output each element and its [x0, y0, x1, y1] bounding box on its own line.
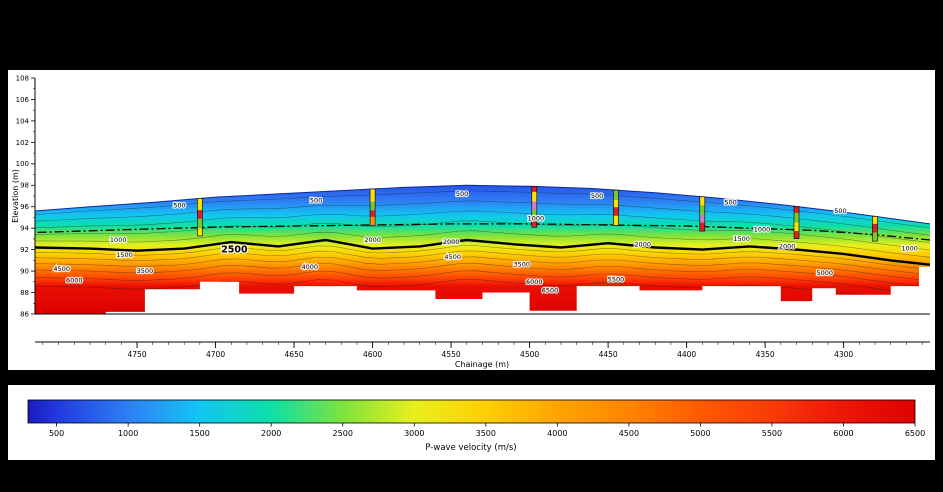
colorbar-tick-label: 5500 [762, 429, 782, 438]
y-axis: 86 88 90 92 94 96 98 100 102 104 106 108 [16, 74, 930, 318]
x-tick-label: 4500 [520, 350, 539, 359]
x-tick-label: 4650 [285, 350, 304, 359]
contour-label: 2500 [221, 245, 248, 256]
water-table-line [34, 223, 931, 241]
contour-label: 1000 [901, 245, 918, 253]
colorbar-tick-label: 4000 [547, 429, 567, 438]
borehole-log [793, 206, 800, 240]
velocity-section [35, 185, 930, 314]
colorbar-tick-label: 500 [49, 429, 64, 438]
borehole-log [699, 196, 706, 232]
contour-label: 2000 [443, 238, 460, 246]
colorbar-panel: P-wave velocity (m/s) 500 1000 1500 2000 250… [8, 385, 935, 460]
contour-label: 6000 [526, 278, 543, 286]
y-tick-label: 108 [16, 74, 29, 82]
colorbar-tick-label: 2500 [333, 429, 353, 438]
contour-label: 5500 [608, 276, 625, 284]
contour-labels: 500 500 500 500 500 500 1000 1000 1000 1000 1500 15… [52, 189, 919, 296]
ground-surface-line [34, 184, 931, 225]
contour-label: 3500 [514, 261, 531, 269]
colorbar-title: P-wave velocity (m/s) [425, 443, 516, 453]
colorbar-tick-label: 6500 [905, 429, 925, 438]
y-tick-label: 92 [20, 246, 29, 254]
contour-label: 500 [173, 202, 185, 210]
contour-label: 1500 [733, 235, 750, 243]
x-axis-title: Chainage (m) [455, 360, 509, 369]
contour-label: 500 [834, 207, 846, 215]
y-tick-label: 102 [16, 139, 29, 147]
colorbar-tick-label: 3500 [476, 429, 496, 438]
contour-label: 6500 [542, 286, 559, 294]
x-tick-label: 4550 [442, 350, 461, 359]
colorbar-ticks: 500 1000 1500 2000 2500 3000 3500 4000 4500 5000 5… [49, 423, 925, 438]
colorbar-tick-label: 1500 [189, 429, 209, 438]
velocity-colorbar: P-wave velocity (m/s) 500 1000 1500 2000 250… [27, 399, 925, 453]
y-tick-label: 106 [16, 96, 30, 104]
colorbar-tick-label: 1000 [118, 429, 138, 438]
contour-label: 4000 [302, 263, 319, 271]
contour-label: 6000 [66, 277, 83, 285]
contour-label: 2000 [779, 242, 796, 250]
x-axis: 4750 4700 4650 4600 4550 4500 4450 4400 4350 4300 [35, 341, 930, 359]
bedrock-interface-line [34, 238, 931, 266]
x-tick-label: 4700 [206, 350, 225, 359]
y-tick-label: 98 [20, 182, 29, 190]
contour-label: 3500 [137, 267, 154, 275]
y-tick-label: 86 [20, 310, 29, 318]
x-tick-label: 4350 [756, 350, 775, 359]
contour-label: 1500 [116, 251, 133, 259]
y-tick-label: 88 [20, 289, 29, 297]
colorbar-tick-label: 4500 [619, 429, 639, 438]
y-tick-label: 104 [16, 117, 30, 125]
contour-label: 5000 [817, 269, 834, 277]
contour-label: 4500 [444, 253, 461, 261]
contour-label: 2000 [634, 240, 651, 248]
y-axis-title: Elevation (m) [11, 169, 20, 223]
contour-lines [35, 190, 930, 304]
x-tick-label: 4300 [834, 350, 853, 359]
contour-label: 2000 [364, 236, 381, 244]
contour-label: 1000 [110, 236, 127, 244]
borehole-log [872, 216, 878, 242]
colorbar-tick-label: 5000 [690, 429, 710, 438]
colorbar-tick-label: 2000 [261, 429, 281, 438]
borehole-log [197, 198, 203, 237]
borehole-logs [197, 186, 878, 242]
x-tick-label: 4400 [677, 350, 696, 359]
contour-label: 1000 [528, 215, 545, 223]
y-tick-label: 96 [20, 203, 29, 211]
contour-label: 500 [724, 198, 736, 206]
tomography-panel: Elevation (m) Chainage (m) 500 500 500 500 5… [8, 70, 935, 370]
x-tick-label: 4600 [363, 350, 382, 359]
colorbar-tick-label: 3000 [404, 429, 424, 438]
borehole-log [613, 189, 619, 226]
colorbar-gradient [27, 399, 916, 424]
contour-label: 500 [591, 192, 603, 200]
contour-label: 1000 [754, 225, 771, 233]
y-tick-label: 100 [16, 160, 29, 168]
borehole-log [531, 186, 538, 228]
contour-label: 4500 [53, 265, 70, 273]
x-tick-label: 4750 [128, 350, 147, 359]
colorbar-tick-label: 6000 [833, 429, 853, 438]
x-tick-label: 4450 [599, 350, 618, 359]
y-tick-label: 90 [20, 267, 29, 275]
contour-label: 500 [310, 196, 322, 204]
borehole-log [369, 188, 376, 226]
contour-label: 500 [456, 190, 468, 198]
y-tick-label: 94 [20, 225, 29, 233]
